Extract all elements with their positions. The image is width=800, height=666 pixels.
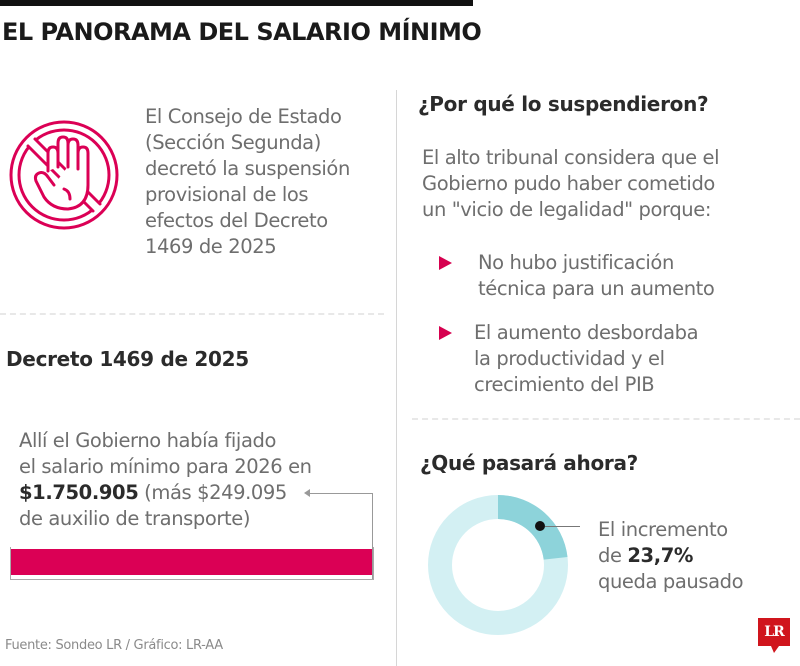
donut-label-line: El incremento [598,518,728,541]
increase-value: 23,7% [627,544,694,567]
section-divider [412,418,800,420]
label-prefix: de [598,544,628,567]
top-rule [0,0,473,6]
source-note: Fuente: Sondeo LR / Gráfico: LR-AA [5,638,223,653]
why-line: un "vicio de legalidad" porque: [422,198,712,221]
why-text: El alto tribunal considera que el Gobier… [422,145,792,223]
decree-heading: Decreto 1469 de 2025 [6,347,249,371]
intro-line: (Sección Segunda) [145,131,321,154]
decree-line: el salario mínimo para 2026 en [19,455,312,478]
intro-text: El Consejo de Estado (Sección Segunda) d… [145,104,395,260]
reason-item: El aumento desbordaba la productividad y… [439,320,754,398]
transport-aid-text: (más $249.095 [138,481,287,504]
reason-line: No hubo justificación [478,251,674,274]
donut-chart [428,495,568,635]
triangle-bullet-icon [439,326,452,340]
connector-line [372,493,373,579]
salary-amount: $1.750.905 [19,481,139,504]
why-line: Gobierno pudo haber cometido [422,172,715,195]
intro-line: El Consejo de Estado [145,105,342,128]
logo-tail-icon [771,646,779,653]
leader-line [545,526,580,527]
column-divider [396,90,397,666]
reason-line: técnica para un aumento [478,277,715,300]
donut-label-line: de 23,7% [598,543,788,569]
reason-item: No hubo justificación técnica para un au… [439,250,758,302]
triangle-bullet-icon [439,256,452,270]
arrow-icon [304,489,310,497]
donut-label: El incremento de 23,7% queda pausado [598,517,788,595]
reason-line: crecimiento del PIB [474,373,655,396]
intro-line: decretó la suspensión [145,157,350,180]
intro-line: efectos del Decreto [145,209,328,232]
reason-line: El aumento desbordaba [474,321,699,344]
why-heading: ¿Por qué lo suspendieron? [418,92,709,116]
intro-line: 1469 de 2025 [145,235,277,258]
reason-line: la productividad y el [474,347,665,370]
lr-logo: LR [758,618,790,646]
reason-text: No hubo justificación técnica para un au… [478,250,758,302]
marker-dot [535,521,545,531]
decree-line: de auxilio de transporte) [19,507,251,530]
decree-line: Allí el Gobierno había fijado [19,429,277,452]
section-divider [0,313,384,315]
bar-frame [10,547,374,580]
donut-highlight-segment [498,495,568,560]
next-heading: ¿Qué pasará ahora? [420,451,638,475]
decree-text: Allí el Gobierno había fijado el salario… [19,428,389,532]
salary-bar [11,549,372,575]
page-title: EL PANORAMA DEL SALARIO MÍNIMO [2,18,482,46]
decree-line: $1.750.905 (más $249.095 [19,480,389,506]
reason-text: El aumento desbordaba la productividad y… [474,320,754,398]
why-line: El alto tribunal considera que el [422,146,720,169]
stop-hand-icon [9,120,119,230]
donut-label-line: queda pausado [598,570,744,593]
intro-line: provisional de los [145,183,309,206]
connector-line [309,493,372,494]
